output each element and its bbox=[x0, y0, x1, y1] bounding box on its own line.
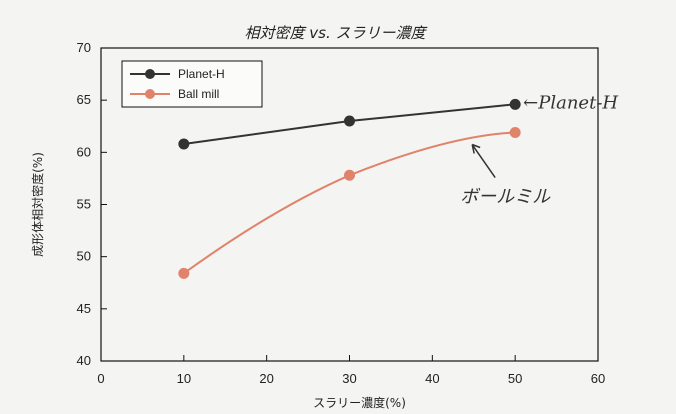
data-point bbox=[344, 115, 355, 127]
y-tick-label: 70 bbox=[77, 40, 91, 55]
annotation-ball-mill: ボールミル bbox=[460, 187, 551, 208]
legend-swatch-marker bbox=[145, 89, 155, 99]
x-axis: 0 10 20 30 40 50 60 bbox=[97, 355, 605, 386]
x-tick-label: 60 bbox=[591, 371, 605, 386]
data-point bbox=[509, 127, 521, 139]
x-tick-label: 30 bbox=[342, 371, 356, 386]
y-tick-label: 55 bbox=[77, 197, 91, 212]
data-point bbox=[344, 169, 355, 181]
y-tick-label: 60 bbox=[77, 144, 91, 159]
legend-box bbox=[121, 60, 263, 108]
y-tick-label: 50 bbox=[77, 249, 91, 264]
y-axis: 40 45 50 55 60 65 70 bbox=[77, 40, 107, 368]
y-tick-label: 40 bbox=[77, 353, 91, 368]
series-layer bbox=[178, 98, 521, 279]
chart-title: 相対密度 vs. スラリー濃度 bbox=[245, 24, 428, 42]
x-tick-label: 10 bbox=[177, 371, 191, 386]
y-tick-label: 65 bbox=[77, 92, 91, 107]
x-tick-label: 50 bbox=[508, 371, 522, 386]
legend: Planet-H Ball mill bbox=[121, 60, 263, 108]
annotation-planet-h: ←Planet-H bbox=[523, 92, 618, 113]
legend-swatch-marker bbox=[145, 69, 155, 79]
x-tick-label: 20 bbox=[259, 371, 273, 386]
annotations: ←Planet-H ボールミル bbox=[460, 92, 618, 207]
data-point bbox=[178, 267, 190, 279]
legend-label: Ball mill bbox=[178, 87, 219, 101]
x-axis-title: スラリー濃度(%) bbox=[313, 395, 406, 410]
annotation-arrow bbox=[471, 143, 496, 178]
legend-label: Planet-H bbox=[178, 67, 225, 81]
data-point bbox=[178, 138, 190, 150]
x-tick-label: 0 bbox=[97, 371, 104, 386]
data-point bbox=[509, 98, 521, 110]
y-tick-label: 45 bbox=[77, 301, 91, 316]
y-axis-title: 成形体相対密度(%) bbox=[30, 152, 45, 257]
x-tick-label: 40 bbox=[425, 371, 439, 386]
